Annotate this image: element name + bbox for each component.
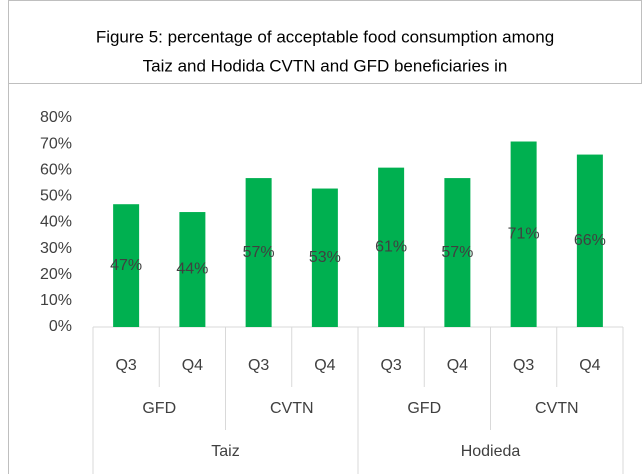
chart-title: Figure 5: percentage of acceptable food … xyxy=(96,27,554,46)
data-label: 66% xyxy=(574,232,606,249)
y-tick-label: 50% xyxy=(40,188,72,205)
x-tick-label: Q4 xyxy=(447,357,468,374)
data-label: 47% xyxy=(110,257,142,274)
data-label: 57% xyxy=(243,244,275,261)
bar xyxy=(576,154,603,327)
x-tick-label: Q4 xyxy=(579,357,600,374)
x-tick-label: Q3 xyxy=(248,357,269,374)
data-label: 61% xyxy=(375,239,407,256)
y-tick-label: 40% xyxy=(40,214,72,231)
group-label: GFD xyxy=(407,400,441,417)
y-tick-label: 0% xyxy=(49,318,72,335)
bar xyxy=(378,167,405,327)
bar xyxy=(311,188,338,327)
x-tick-label: Q4 xyxy=(314,357,335,374)
x-tick-label: Q3 xyxy=(380,357,401,374)
data-label: 71% xyxy=(508,225,540,242)
group-label: GFD xyxy=(142,400,176,417)
y-tick-label: 70% xyxy=(40,135,72,152)
y-tick-label: 60% xyxy=(40,161,72,178)
title-box xyxy=(8,0,642,84)
y-tick-label: 80% xyxy=(40,109,72,126)
bar xyxy=(245,178,272,327)
region-label: Hodieda xyxy=(461,443,521,460)
y-tick-label: 30% xyxy=(40,240,72,257)
y-tick-label: 20% xyxy=(40,266,72,283)
y-tick-label: 10% xyxy=(40,292,72,309)
bar xyxy=(510,141,537,327)
data-label: 44% xyxy=(176,261,208,278)
data-label: 57% xyxy=(441,244,473,261)
data-label: 53% xyxy=(309,249,341,266)
bar xyxy=(179,212,206,327)
bar xyxy=(113,204,140,327)
x-tick-label: Q4 xyxy=(182,357,203,374)
bar xyxy=(444,178,471,327)
region-label: Taiz xyxy=(211,443,239,460)
x-tick-label: Q3 xyxy=(513,357,534,374)
chart-title: Taiz and Hodida CVTN and GFD beneficiari… xyxy=(143,56,508,75)
group-label: CVTN xyxy=(270,400,314,417)
group-label: CVTN xyxy=(535,400,579,417)
x-tick-label: Q3 xyxy=(115,357,136,374)
